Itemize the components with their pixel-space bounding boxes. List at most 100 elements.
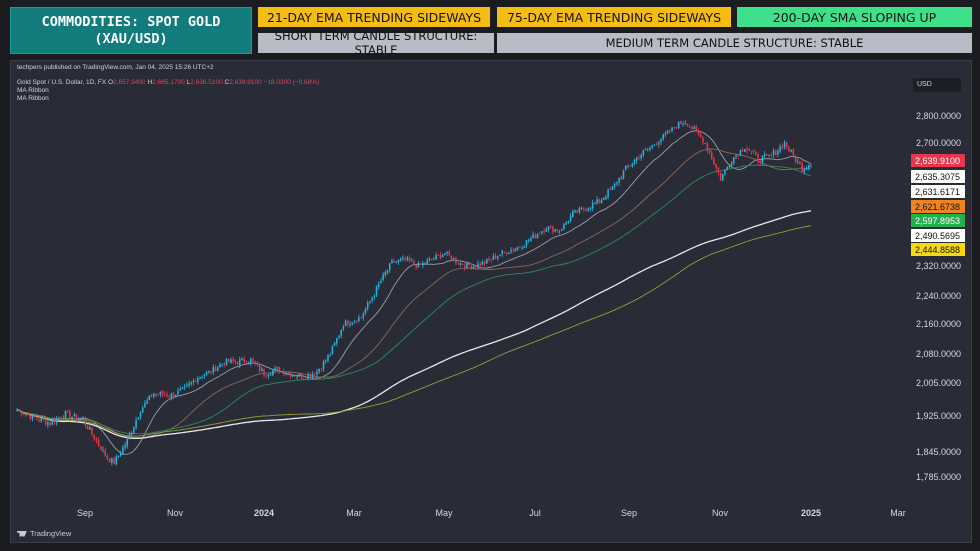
candle-body [713, 158, 715, 165]
currency-label[interactable]: USD [913, 78, 961, 92]
candle-body [660, 139, 662, 142]
indicator-label-1[interactable]: MA Ribbon [17, 87, 49, 94]
candle [261, 366, 263, 372]
candle-body [194, 381, 197, 383]
candle-body [223, 363, 226, 365]
candle-body [311, 373, 314, 378]
candle [263, 368, 265, 378]
candle-body [766, 154, 768, 155]
candle [536, 233, 539, 239]
candle [252, 356, 254, 363]
candle-body [494, 255, 497, 259]
candle-body [552, 226, 554, 232]
candle [589, 206, 592, 212]
candle-body [472, 266, 475, 269]
candle [325, 359, 327, 364]
candle [580, 206, 583, 211]
candle-body [238, 359, 241, 365]
candle [71, 416, 73, 420]
candle [298, 373, 301, 377]
candle-body [693, 127, 695, 130]
chart-panel[interactable]: techpers published on TradingView.com, J… [10, 60, 972, 543]
candle-body [276, 367, 279, 369]
candle [344, 319, 347, 327]
candle-body [130, 432, 133, 435]
candle [483, 260, 486, 267]
time-tick-label: Sep [77, 508, 93, 518]
price-tick-label: 2,800.0000 [916, 111, 961, 121]
candle [250, 357, 252, 366]
candle-body [695, 126, 698, 131]
candle-body [616, 183, 618, 185]
candle [796, 158, 799, 165]
candle-body [60, 417, 62, 419]
candle-body [724, 169, 726, 175]
candle [530, 236, 532, 242]
candle [609, 186, 612, 191]
candle-body [168, 396, 170, 398]
indicator-label-2[interactable]: MA Ribbon [17, 95, 49, 102]
candle [715, 163, 717, 172]
candle [622, 169, 625, 180]
candle [155, 393, 157, 398]
candle [227, 358, 230, 363]
candle-body [519, 246, 521, 248]
candle-body [578, 208, 581, 213]
candle [602, 196, 605, 201]
candle [179, 386, 181, 391]
candle [547, 226, 550, 233]
candle-body [728, 165, 731, 168]
candle [53, 416, 56, 425]
candle-body [413, 261, 415, 265]
candle [746, 145, 748, 154]
candle-body [42, 418, 45, 420]
candle [503, 251, 506, 254]
candle [512, 247, 515, 253]
candle-body [781, 145, 784, 149]
badge-200-day-sma: 200-DAY SMA SLOPING UP [737, 7, 972, 27]
candle [688, 124, 691, 129]
candle-body [71, 416, 73, 419]
candle-body [532, 234, 534, 238]
candle [362, 311, 365, 321]
price-tick-label: 2,700.0000 [916, 138, 961, 148]
candle [677, 121, 680, 130]
price-axis: 2,800.0000 2,700.0000 2,320.0000 2,240.0000… [916, 111, 961, 482]
candle-body [530, 238, 532, 241]
candle [285, 371, 287, 376]
candle [437, 254, 440, 256]
candle-body [358, 317, 360, 322]
candle [499, 254, 501, 257]
candle [115, 454, 118, 466]
candle [119, 450, 122, 458]
candle-body [186, 384, 188, 387]
candle-body [735, 155, 737, 157]
candle-body [424, 263, 426, 265]
candle-body [459, 263, 462, 265]
candle-body [298, 374, 301, 377]
candle [16, 407, 18, 412]
candle [527, 238, 530, 243]
candle [150, 393, 153, 398]
candle [541, 230, 543, 235]
candle [801, 160, 803, 173]
candle-body [587, 208, 590, 211]
candle-body [397, 259, 400, 263]
candle [51, 417, 54, 426]
candle-body [201, 377, 204, 378]
candle [351, 322, 354, 326]
candle [18, 408, 20, 412]
price-tag: 2,639.9100 [911, 154, 965, 167]
candle [234, 358, 237, 365]
candle-body [715, 163, 717, 168]
candle [633, 158, 636, 166]
candle [671, 126, 673, 133]
candle [318, 368, 320, 374]
candle-body [329, 355, 331, 356]
candle [100, 445, 102, 451]
candle-body [221, 363, 223, 365]
candle-body [556, 229, 559, 232]
candle-body [325, 360, 327, 362]
price-chart[interactable]: 2,800.0000 2,700.0000 2,320.0000 2,240.0000… [11, 61, 972, 543]
candle-body [137, 417, 140, 420]
